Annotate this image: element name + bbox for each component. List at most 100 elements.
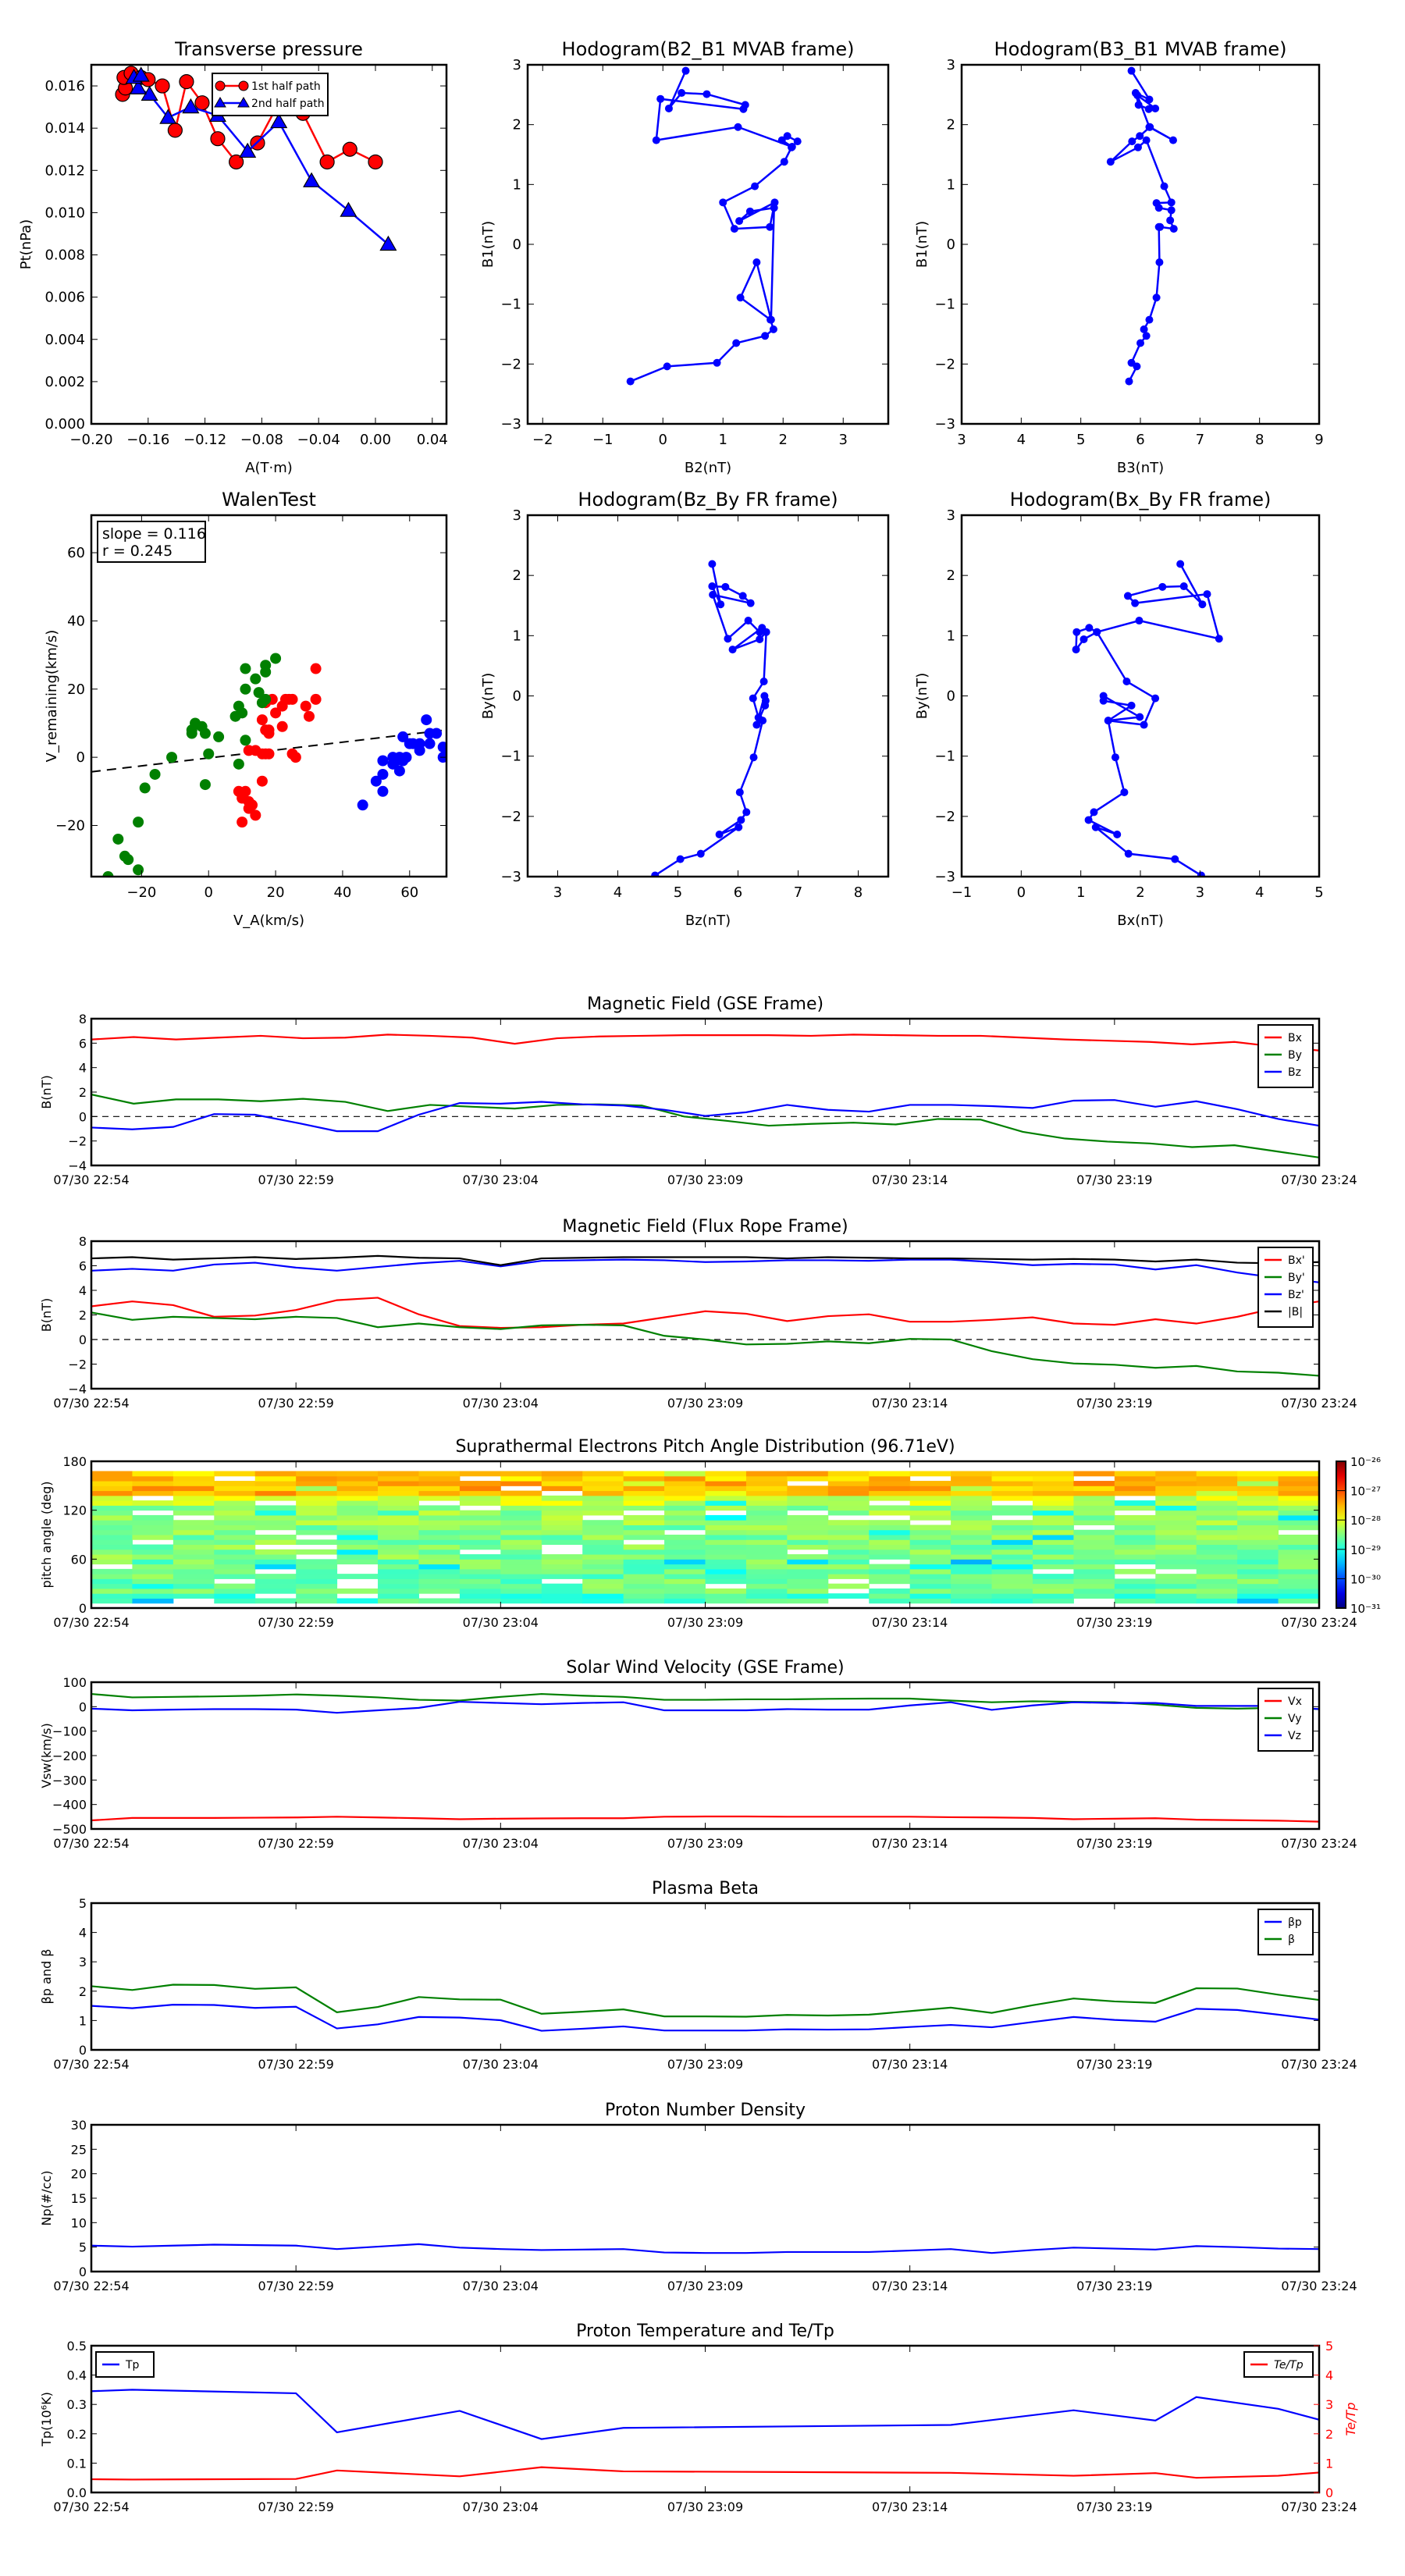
heatmap-cell [1155,1539,1197,1546]
heatmap-cell [459,1535,501,1540]
heatmap-cell [214,1495,256,1501]
heatmap-cell [623,1475,665,1482]
data-point [1120,788,1129,796]
heatmap-cell [664,1598,706,1604]
y-tick-label: 40 [67,613,85,629]
heatmap-cell [1073,1574,1115,1579]
plot-area [1072,560,1223,877]
heatmap-cell [418,1568,461,1574]
y-tick-label: 2 [947,117,955,133]
heatmap-cell [541,1535,583,1540]
heatmap-cell [623,1505,665,1511]
heatmap-cell [132,1559,174,1565]
x-tick-label: −0.16 [126,432,169,448]
x-tick-label: 6 [1136,432,1144,448]
chart-title: Hodogram(B3_B1 MVAB frame) [994,38,1287,60]
colorbar-gradient [1336,1461,1346,1609]
data-point [240,663,251,674]
heatmap-cell [1237,1481,1279,1486]
plot-area [91,1692,1319,1823]
y-tick-label: 2 [79,1984,87,1999]
heatmap-cell [132,1535,174,1540]
data-point [681,66,690,75]
x-tick-label: 07/30 23:09 [667,1615,743,1630]
data-point [1215,635,1223,643]
legend-label: Bx' [1288,1254,1305,1267]
heatmap-cell [745,1568,788,1574]
heatmap-cell [1114,1559,1156,1565]
heatmap-cell [500,1583,542,1589]
heatmap-cell [787,1520,829,1525]
heatmap-cell [869,1593,911,1599]
heatmap-cell [173,1568,215,1574]
heatmap-cell [1237,1554,1279,1560]
heatmap-cell [500,1554,542,1560]
heatmap-cell [582,1535,624,1540]
heatmap-cell [1237,1510,1279,1516]
y-tick-label: 0 [947,237,955,253]
data-point [182,98,200,114]
y-axis-label: Vsw(km/s) [39,1723,54,1788]
heatmap-cell [378,1559,419,1565]
heatmap-cell [664,1549,706,1555]
heatmap-cell [909,1495,951,1501]
heatmap-cell [787,1471,829,1477]
heatmap-cell [582,1564,624,1570]
heatmap-cell [623,1490,665,1496]
heatmap-cell [787,1525,829,1531]
series-line-np [91,2243,1319,2254]
heatmap-cell [500,1505,542,1511]
heatmap-cell [378,1588,419,1594]
heatmap-cell [991,1539,1033,1546]
heatmap-cell [1155,1554,1197,1560]
heatmap-cell [378,1505,419,1511]
chart-title: WalenTest [222,489,316,511]
y-tick-label: 0.004 [44,332,85,348]
data-point [283,693,295,705]
heatmap-cell [787,1535,829,1540]
heatmap-cell [1196,1574,1238,1579]
colorbar-tick-label: 10⁻²⁸ [1350,1514,1381,1528]
y-tick-label: −2 [68,1134,87,1149]
data-point [749,694,757,703]
heatmap-cell [827,1554,870,1560]
y-tick-label: 0.3 [67,2397,87,2412]
heatmap-cell [459,1554,501,1560]
data-point [1099,692,1108,700]
data-point [357,799,368,811]
data-point [708,560,717,568]
legend: 1st half path 2nd half path [212,73,329,116]
heatmap-cell [1196,1554,1238,1560]
heatmap-cell [378,1520,419,1525]
heatmap-cell [951,1514,993,1521]
data-point [304,710,315,722]
heatmap-cell [787,1505,829,1511]
heatmap-cell [1155,1471,1197,1477]
data-point [735,823,743,831]
heatmap-cell [91,1525,133,1531]
x-axis-label: Bz(nT) [685,913,731,929]
heatmap-cell [500,1564,542,1570]
heatmap-cell [1032,1539,1074,1546]
series-line-tetp [91,2466,1319,2481]
y-tick-label: −2 [500,809,521,825]
x-tick-label: 8 [854,884,863,901]
heatmap-cell [296,1525,338,1531]
y-tick-label: −4 [68,1382,87,1397]
y-tick-label: 2 [79,1085,87,1100]
plot-frame [90,514,448,878]
heatmap-cell [664,1471,706,1477]
plot-frame [526,63,890,425]
heatmap-cell [1155,1485,1197,1492]
series-line-by [91,1311,1319,1377]
heatmap-cell [827,1510,870,1516]
heatmap-cell [991,1490,1033,1496]
heatmap-cell [1237,1568,1279,1574]
chart-title: Solar Wind Velocity (GSE Frame) [566,1658,844,1678]
heatmap-cell [991,1505,1033,1511]
heatmap-cell [1155,1500,1197,1506]
heatmap-cell [500,1481,542,1486]
heatmap-cell [951,1490,993,1496]
heatmap-cell [1155,1514,1197,1521]
data-point [715,830,724,838]
